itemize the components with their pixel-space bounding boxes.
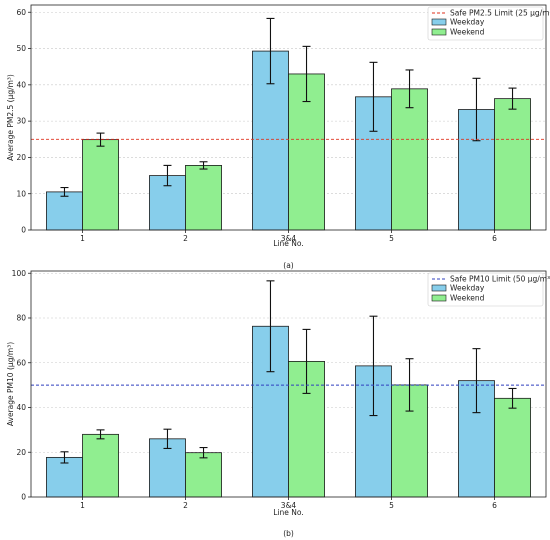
y-tick-label: 20 (16, 153, 26, 162)
figure-caption: (b) (283, 529, 294, 538)
y-tick-label: 10 (16, 189, 26, 198)
bar-weekend-5 (391, 88, 428, 231)
y-tick-label: 20 (16, 448, 26, 457)
x-tick-label: 1 (80, 501, 85, 510)
bar-weekday-1 (46, 191, 83, 231)
legend-label-weekday: Weekday (450, 284, 485, 293)
y-tick-label: 30 (16, 117, 26, 126)
x-tick-label: 2 (183, 234, 188, 243)
legend-threshold-label: Safe PM10 Limit (50 μg/m³) (450, 275, 550, 284)
y-tick-label: 60 (16, 8, 26, 17)
legend-box (427, 272, 544, 307)
legend-label-weekend: Weekend (450, 294, 485, 303)
legend-box (427, 6, 544, 41)
chart-panel-2: 0 20 40 60 80 100 1 2 3&4 5 6 Line No. Average PM10 … (6, 269, 550, 538)
bar-weekend-1 (82, 433, 119, 498)
chart-panel-1: 0 10 20 30 40 50 60 1 2 3&4 5 6 Line No. Average PM2.… (6, 4, 550, 270)
y-tick-label: 40 (16, 80, 26, 89)
legend-swatch-weekday (431, 284, 447, 292)
x-tick-label: 6 (492, 501, 497, 510)
legend-swatch-weekend (431, 28, 447, 36)
y-axis-label: Average PM2.5 (μg/m³) (6, 74, 15, 161)
y-tick-label: 0 (21, 493, 26, 502)
legend-label-weekend: Weekend (450, 28, 485, 37)
y-axis-label: Average PM10 (μg/m³) (6, 342, 15, 426)
x-tick-label: 5 (389, 501, 394, 510)
legend: Safe PM2.5 Limit (25 μg/m³)WeekdayWeeken… (427, 6, 550, 41)
x-tick-label: 3&4 (281, 234, 297, 243)
bar-weekend-6 (494, 98, 531, 231)
y-tick-label: 60 (16, 358, 26, 367)
bar-weekend-2 (185, 165, 222, 231)
y-tick-label: 50 (16, 44, 26, 53)
x-tick-label: 2 (183, 501, 188, 510)
y-tick-label: 40 (16, 403, 26, 412)
legend-threshold-label: Safe PM2.5 Limit (25 μg/m³) (450, 9, 550, 18)
x-tick-label: 1 (80, 234, 85, 243)
legend-swatch-weekday (431, 18, 447, 26)
legend-label-weekday: Weekday (450, 18, 485, 27)
y-tick-label: 100 (12, 269, 27, 278)
bar-weekend-2 (185, 452, 222, 498)
x-tick-label: 6 (492, 234, 497, 243)
bar-weekend-6 (494, 397, 531, 498)
bar-weekday-1 (46, 456, 83, 498)
x-tick-label: 3&4 (281, 501, 297, 510)
y-tick-label: 0 (21, 226, 26, 235)
x-axis-label: Line No. (273, 508, 303, 517)
figure-caption: (a) (283, 261, 294, 270)
y-tick-label: 80 (16, 314, 26, 323)
legend-swatch-weekend (431, 294, 447, 302)
x-tick-label: 5 (389, 234, 394, 243)
bar-weekend-1 (82, 139, 119, 231)
x-axis-label: Line No. (273, 239, 303, 248)
